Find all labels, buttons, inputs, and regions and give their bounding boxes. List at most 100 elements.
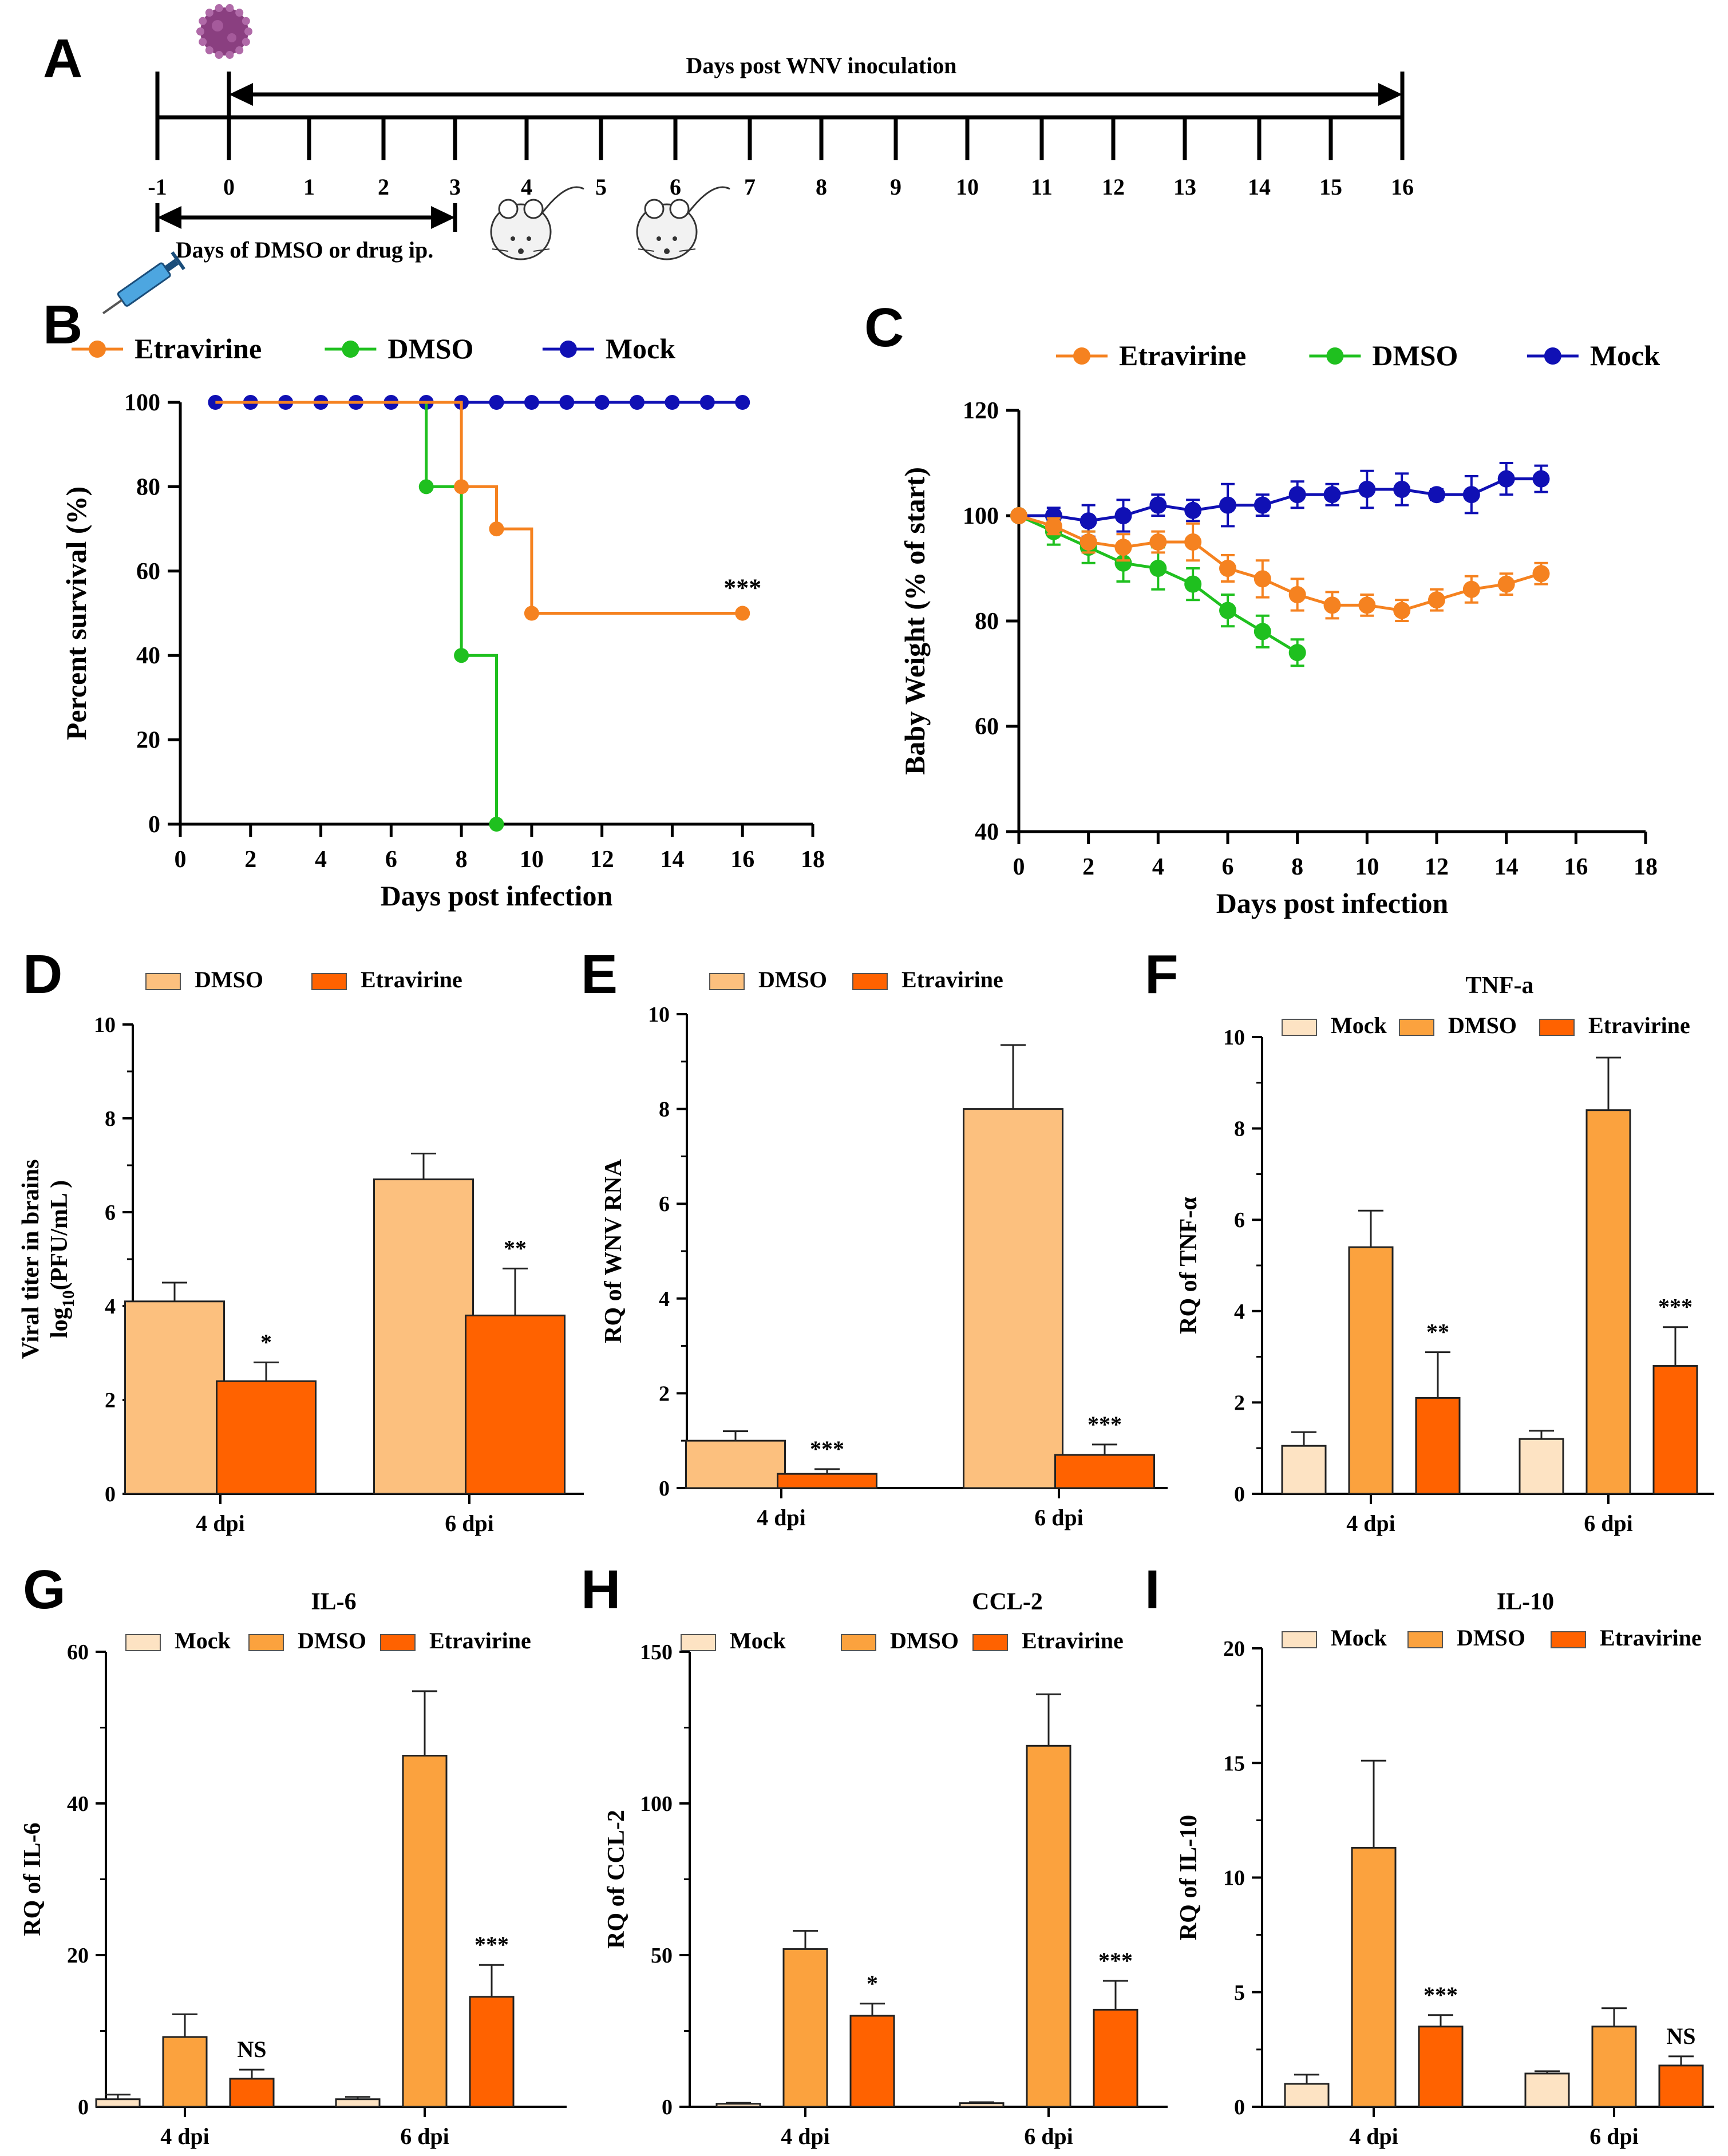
virus-spike (215, 4, 223, 13)
significance-label: NS (1666, 2023, 1695, 2049)
x-tick-label: 10 (520, 846, 544, 873)
panel-label-g: G (23, 1559, 66, 1620)
timeline-day-label: 13 (1173, 174, 1196, 200)
x-tick-label: 4 (1152, 854, 1164, 880)
data-point (735, 606, 750, 621)
timeline-day-label: 15 (1319, 174, 1342, 200)
data-point (1358, 596, 1376, 614)
bar (335, 2098, 381, 2108)
units-suffix: (PFU/mL ) (46, 1180, 73, 1290)
mouse-eye (657, 236, 661, 241)
legend-label: Etravirine (361, 967, 462, 992)
data-point (1288, 486, 1306, 504)
chart-panel-d: D DMSO Etravirine 0 2 4 6 8 10 4 dpi 6 dpi Viral ti… (18, 944, 584, 1536)
legend-swatch (1282, 1019, 1317, 1036)
series-etravirine: ***** (1415, 1294, 1698, 1495)
data-point (1323, 486, 1341, 504)
y-tick-label: 10 (94, 1013, 116, 1037)
bar (1281, 1445, 1327, 1495)
data-point (594, 395, 610, 410)
x-tick-label: 18 (801, 846, 825, 873)
data-point (524, 606, 539, 621)
panel-label-a: A (43, 28, 82, 89)
timeline-day-label: 0 (223, 174, 235, 200)
y-tick-label: 80 (975, 608, 999, 635)
significance-label: *** (1098, 1948, 1133, 1973)
legend-label: DMSO (195, 967, 263, 992)
y-tick-label: 2 (659, 1382, 670, 1406)
data-point (1149, 560, 1167, 577)
mouse-whiskers (492, 248, 550, 252)
legend-label: DMSO (298, 1628, 366, 1653)
y-tick-label: 0 (148, 812, 160, 838)
data-point (1358, 481, 1376, 498)
significance-label: * (260, 1329, 272, 1355)
series-line-dmso (215, 401, 498, 824)
data-point (1532, 470, 1550, 488)
bar (162, 2036, 208, 2108)
timeline-day-label: 11 (1031, 174, 1053, 200)
bar (1652, 1365, 1698, 1495)
y-axis-title: Viral titer in brains (18, 1160, 44, 1359)
data-point (665, 395, 680, 410)
y-axis-title: RQ of IL-10 (1176, 1815, 1202, 1940)
bar (95, 2098, 141, 2108)
y-tick-label: 120 (963, 398, 999, 424)
timeline-day-label: 2 (378, 174, 389, 200)
x-tick-label: 4 dpi (757, 1505, 806, 1530)
legend-label: Etravirine (901, 967, 1003, 992)
legend-swatch (1551, 1631, 1586, 1648)
data-point (418, 479, 434, 495)
legend-swatch (841, 1634, 876, 1651)
timeline-day-label: 10 (956, 174, 979, 200)
y-tick-label: 80 (136, 474, 160, 500)
legend-label: Etravirine (1119, 339, 1246, 371)
x-tick-label: 12 (590, 846, 614, 873)
legend-marker (342, 341, 359, 358)
y-tick-label: 2 (105, 1388, 116, 1413)
legend-label: DMSO (1457, 1625, 1525, 1651)
significance-label: *** (723, 574, 761, 602)
legend-swatch (248, 1634, 284, 1651)
x-tick-label: 6 dpi (1584, 1510, 1633, 1536)
legend-swatch (380, 1634, 416, 1651)
legend-swatch (1539, 1019, 1575, 1036)
bar (782, 1948, 828, 2108)
x-tick-label: 6 (385, 846, 397, 873)
y-tick-label: 40 (67, 1792, 89, 1816)
wnv-arrow-label: Days post WNV inoculation (686, 53, 956, 78)
bar (1524, 2072, 1570, 2108)
data-point (1114, 554, 1132, 572)
data-point (489, 817, 504, 832)
x-tick-label: 8 (456, 846, 468, 873)
syringe-barrel (117, 262, 171, 307)
timeline-day-label: 3 (449, 174, 461, 200)
x-tick-label: 6 dpi (445, 1510, 494, 1536)
bar (1026, 1744, 1071, 2108)
mouse-ear (669, 199, 690, 219)
series-dmso (782, 1693, 1071, 2108)
x-tick-label: 0 (175, 846, 187, 873)
series-dmso (1348, 1057, 1631, 1495)
bar (1054, 1454, 1155, 1489)
series-mock (715, 2101, 1005, 2108)
data-point (1254, 623, 1271, 640)
data-point (1219, 560, 1236, 577)
panel-label-e: E (581, 944, 618, 1005)
data-point (489, 395, 504, 410)
y-tick-label: 0 (659, 1477, 670, 1501)
x-tick-label: 4 dpi (781, 2123, 830, 2149)
units-prefix: log (46, 1307, 73, 1338)
data-point (1428, 591, 1445, 609)
chart-title: IL-6 (311, 1589, 356, 1615)
wnv-arrow-head-left (229, 83, 253, 106)
data-point (1254, 570, 1271, 588)
y-tick-label: 8 (659, 1098, 670, 1122)
x-tick-label: 6 dpi (1589, 2123, 1639, 2149)
legend-swatch (1399, 1019, 1434, 1036)
y-axis-title: RQ of CCL-2 (603, 1810, 630, 1949)
mouse-eye (511, 236, 515, 241)
x-tick-label: 4 dpi (1349, 2123, 1398, 2149)
